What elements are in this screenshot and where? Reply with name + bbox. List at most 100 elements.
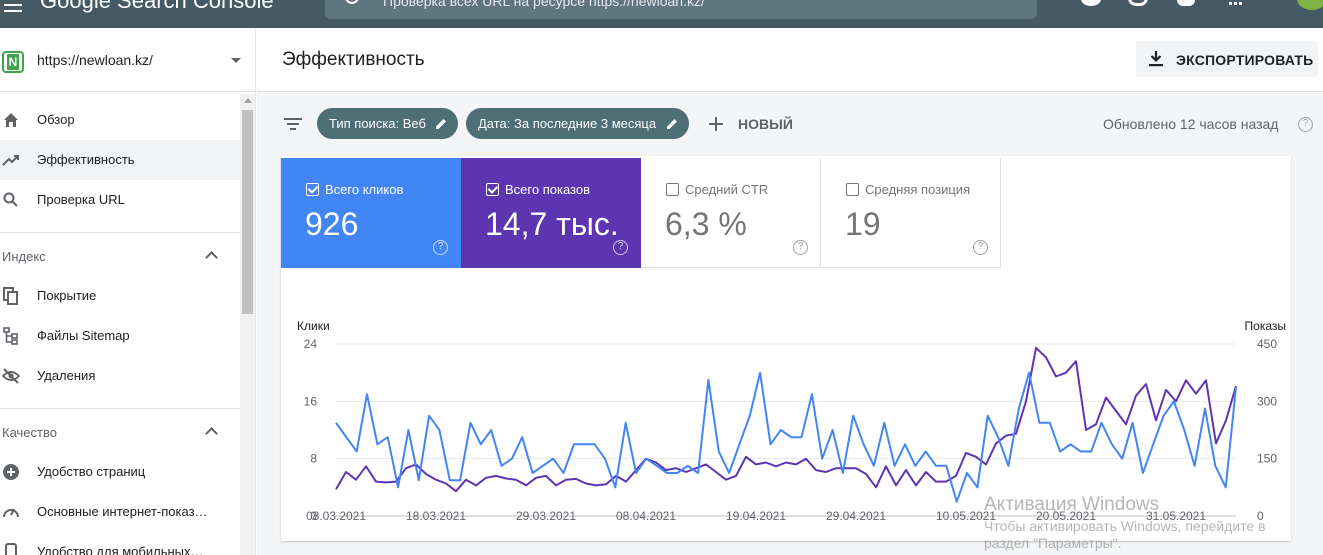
chevron-up-icon: [205, 427, 218, 440]
url-inspection-search[interactable]: Проверка всех URL на ресурсе https://new…: [325, 0, 1037, 19]
section-label: Индекс: [2, 249, 46, 264]
updated-label: Обновлено 12 часов назад: [1103, 116, 1279, 132]
watermark-line: раздел "Параметры".: [984, 535, 1122, 551]
checkbox-checked-icon[interactable]: [486, 183, 499, 196]
settings-icon[interactable]: [1128, 0, 1148, 6]
sidebar-item-coverage[interactable]: Покрытие: [0, 276, 240, 316]
x-tick-label: 20.05.2021: [1036, 509, 1096, 523]
search-icon: [345, 0, 359, 4]
sidebar-item-sitemaps[interactable]: Файлы Sitemap: [0, 316, 240, 356]
sidebar-item-removals[interactable]: Удаления: [0, 356, 240, 396]
sidebar-item-performance[interactable]: Эффективность: [0, 140, 240, 180]
sidebar-item-label: Обзор: [37, 112, 75, 127]
speed-gauge-icon: [3, 508, 19, 518]
scroll-up-arrow-icon[interactable]: [244, 98, 252, 103]
index-section-header[interactable]: Индекс: [0, 232, 240, 280]
help-question-icon[interactable]: ?: [793, 240, 808, 255]
average-position-metric[interactable]: Средняя позиция 19 ?: [821, 158, 1001, 268]
metric-value: 926: [305, 206, 359, 242]
sidebar-item-label: Удобство страниц: [37, 464, 146, 479]
eye-off-icon: [2, 368, 20, 384]
export-button[interactable]: ЭКСПОРТИРОВАТЬ: [1136, 41, 1318, 77]
sidebar-item-label: Эффективность: [37, 152, 135, 167]
product-brand[interactable]: Google Search Console: [40, 0, 274, 13]
x-tick-label: 29.04.2021: [826, 509, 886, 523]
metric-value: 19: [845, 206, 881, 242]
x-tick-label: 18.03.2021: [406, 509, 466, 523]
page-title: Эффективность: [282, 49, 425, 70]
checkbox-unchecked-icon[interactable]: [666, 183, 679, 196]
checkbox-unchecked-icon[interactable]: [846, 183, 859, 196]
edit-pencil-icon[interactable]: [665, 117, 679, 131]
plus-circle-icon: [3, 464, 19, 480]
sidebar-item-url-inspection[interactable]: Проверка URL: [0, 180, 240, 220]
windows-activation-watermark: Активация Windows Чтобы активировать Win…: [984, 494, 1266, 551]
apps-grid-icon[interactable]: [1228, 0, 1244, 6]
total-clicks-metric[interactable]: Всего кликов 926 ?: [281, 158, 461, 268]
edit-pencil-icon[interactable]: [434, 117, 448, 131]
metric-label: Средняя позиция: [865, 182, 971, 197]
sidebar-item-label: Покрытие: [37, 288, 97, 303]
sidebar-item-label: Удаления: [37, 368, 96, 383]
quality-section-header[interactable]: Качество: [0, 408, 240, 456]
page-header: Эффективность ЭКСПОРТИРОВАТЬ: [257, 28, 1323, 92]
metric-value: 6,3 %: [665, 206, 747, 242]
sidebar-item-page-experience[interactable]: Удобство страниц: [0, 452, 240, 492]
metric-label: Всего кликов: [325, 182, 404, 197]
date-filter-chip[interactable]: Дата: За последние 3 месяца: [466, 108, 689, 139]
copy-pages-icon: [3, 287, 18, 305]
section-label: Качество: [2, 425, 57, 440]
x-tick-label: 08.03.2021: [306, 509, 366, 523]
plus-icon: [709, 117, 723, 131]
metric-value: 14,7 тыс.: [485, 206, 619, 242]
right-tick-label: 450: [1257, 337, 1277, 351]
sidebar-item-label: Удобство для мобильных…: [37, 544, 204, 555]
checkbox-checked-icon[interactable]: [306, 183, 319, 196]
phone-icon: [5, 543, 17, 555]
right-tick-label: 300: [1257, 394, 1277, 408]
total-impressions-metric[interactable]: Всего показов 14,7 тыс. ?: [461, 158, 641, 268]
x-tick-label: 19.04.2021: [726, 509, 786, 523]
sidebar-item-mobile-usability[interactable]: Удобство для мобильных…: [0, 532, 240, 555]
dropdown-caret-icon[interactable]: [231, 58, 241, 63]
home-icon: [4, 113, 18, 127]
right-axis-label: Показы: [1245, 319, 1286, 333]
main-menu-icon[interactable]: [4, 0, 22, 12]
sidebar-scroll-thumb[interactable]: [242, 110, 253, 314]
notifications-icon[interactable]: [1177, 0, 1195, 6]
new-filter-label: НОВЫЙ: [738, 116, 793, 132]
filter-bar: Тип поиска: Веб Дата: За последние 3 мес…: [257, 92, 1323, 156]
x-tick-label: 31.05.2021: [1146, 509, 1206, 523]
last-updated-text: Обновлено 12 часов назад ?: [1103, 116, 1313, 132]
sidebar-item-label: Файлы Sitemap: [37, 328, 130, 343]
left-tick-label: 8: [310, 452, 317, 466]
search-type-filter-chip[interactable]: Тип поиска: Веб: [317, 108, 458, 139]
watermark-title: Активация Windows: [984, 494, 1160, 515]
help-question-icon[interactable]: ?: [433, 240, 448, 255]
help-question-icon[interactable]: ?: [973, 240, 988, 255]
right-tick-label: 0: [1257, 509, 1264, 523]
help-icon[interactable]: [1081, 0, 1101, 6]
sidebar-item-label: Основные интернет-показ…: [37, 504, 208, 519]
help-question-icon[interactable]: ?: [1298, 117, 1313, 132]
sidebar-item-label: Проверка URL: [37, 192, 125, 207]
export-label: ЭКСПОРТИРОВАТЬ: [1176, 52, 1314, 68]
main-content: Эффективность ЭКСПОРТИРОВАТЬ Тип поиска:…: [257, 28, 1323, 555]
help-question-icon[interactable]: ?: [613, 240, 628, 255]
sidebar-item-overview[interactable]: Обзор: [0, 100, 240, 140]
property-selector[interactable]: N https://newloan.kz/: [0, 28, 255, 92]
left-tick-label: 0: [310, 509, 317, 523]
sidebar: N https://newloan.kz/ Обзор Эффективност…: [0, 28, 256, 555]
right-tick-label: 150: [1257, 452, 1277, 466]
clicks-series-line: [335, 371, 1237, 503]
average-ctr-metric[interactable]: Средний CTR 6,3 % ?: [641, 158, 821, 268]
performance-card: Всего кликов 926 ? Всего показов 14,7 ты…: [281, 156, 1291, 541]
left-tick-label: 24: [304, 337, 318, 351]
sidebar-item-core-web-vitals[interactable]: Основные интернет-показ…: [0, 492, 240, 532]
property-url: https://newloan.kz/: [37, 52, 153, 68]
filter-icon[interactable]: [284, 118, 302, 132]
watermark-line: Чтобы активировать Windows, перейдите в: [984, 518, 1266, 534]
avatar[interactable]: [1297, 0, 1323, 10]
sitemap-icon: [3, 327, 18, 345]
